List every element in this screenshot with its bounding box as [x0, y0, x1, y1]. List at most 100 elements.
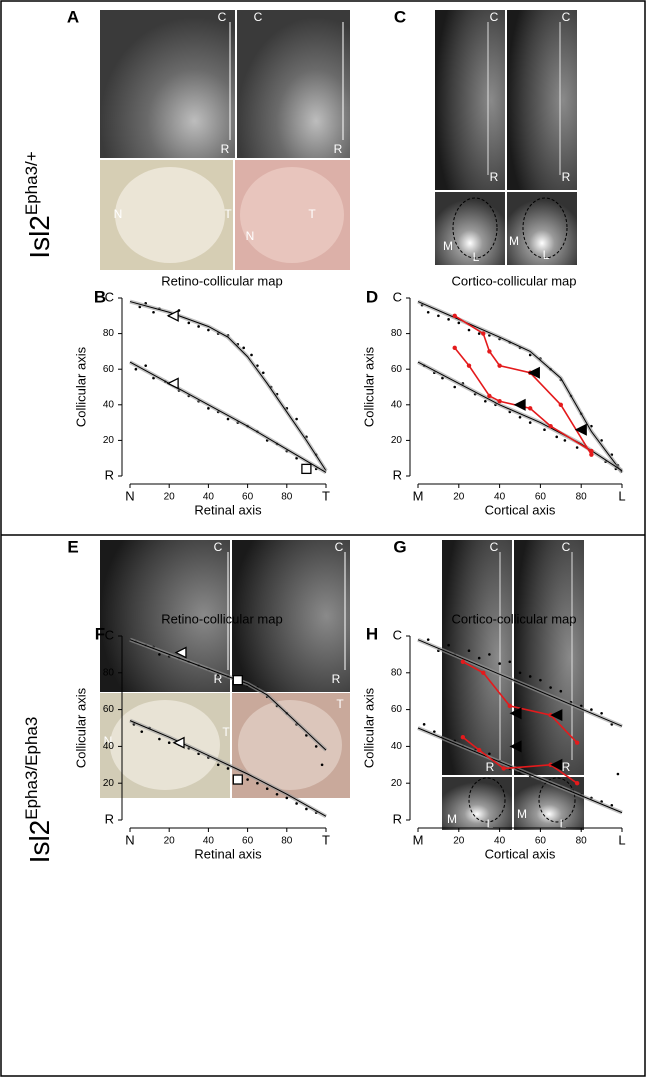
data-point	[498, 662, 501, 665]
data-point	[207, 407, 210, 410]
data-point	[528, 675, 532, 678]
x-tick-label: L	[618, 832, 625, 847]
image-label: R	[214, 672, 223, 686]
y-tick-label: 60	[391, 704, 403, 715]
data-point	[616, 772, 620, 776]
image	[237, 10, 350, 158]
allele: Epha3/+	[22, 151, 41, 215]
image-label: R	[334, 142, 343, 156]
image-label: T	[224, 207, 232, 221]
data-point	[453, 385, 457, 389]
map-point	[487, 393, 492, 399]
y-axis-label: Collicular axis	[361, 687, 376, 768]
data-point	[518, 671, 522, 675]
data-point	[477, 656, 481, 660]
map-point	[466, 363, 472, 368]
panel-letter: F	[95, 624, 105, 643]
panel-letter: C	[394, 7, 406, 26]
marker	[166, 377, 179, 390]
image-label: C	[562, 540, 571, 554]
outline	[468, 777, 506, 823]
image	[232, 540, 350, 692]
x-tick-label: 20	[164, 836, 176, 847]
x-axis-label: Cortical axis	[485, 502, 556, 517]
data-point	[508, 660, 512, 664]
map-point	[574, 781, 580, 786]
image-label: M	[443, 239, 453, 253]
marker	[232, 675, 243, 686]
data-point	[197, 325, 200, 328]
x-tick-label: N	[125, 832, 134, 847]
data-point	[320, 763, 324, 767]
data-point	[559, 689, 563, 693]
image-label: T	[308, 207, 316, 221]
marker	[301, 463, 312, 475]
fit-line	[129, 720, 327, 817]
marker	[172, 736, 185, 749]
x-tick-label: 20	[164, 492, 176, 503]
y-tick-label: C	[393, 289, 402, 304]
data-point	[610, 803, 614, 807]
data-point	[256, 781, 259, 785]
x-tick-label: M	[413, 832, 424, 847]
data-point	[575, 446, 579, 449]
data-point	[261, 371, 265, 375]
data-point	[467, 649, 471, 653]
image	[514, 777, 584, 830]
image	[507, 10, 577, 190]
panel-letter: E	[67, 537, 78, 556]
data-point	[305, 807, 308, 811]
image	[435, 192, 505, 265]
marker	[232, 774, 243, 785]
data-point	[140, 730, 144, 733]
data-point	[433, 730, 436, 733]
image-label: C	[218, 10, 227, 24]
y-tick-label: 20	[103, 778, 115, 789]
data-point	[555, 435, 559, 439]
data-point	[447, 318, 450, 321]
x-tick-label: 60	[242, 492, 254, 503]
x-tick-label: 80	[576, 836, 588, 847]
y-axis-label: Collicular axis	[73, 346, 88, 427]
x-tick-label: M	[413, 488, 424, 503]
data-point	[543, 428, 546, 432]
data-point	[152, 310, 155, 314]
x-axis-label: Retinal axis	[194, 846, 262, 861]
allele: Epha3/Epha3	[22, 717, 41, 820]
data-point	[275, 792, 279, 796]
y-tick-label: 40	[391, 399, 403, 410]
image	[507, 192, 577, 265]
image-label: L	[543, 248, 550, 262]
data-point	[600, 711, 603, 715]
map-point	[574, 740, 580, 745]
fit-line	[417, 301, 623, 473]
data-point	[488, 653, 491, 656]
data-point	[590, 708, 593, 711]
retina	[240, 167, 344, 263]
map-point	[589, 452, 594, 457]
data-point	[457, 321, 461, 325]
genotype-label: Isl2Epha3/+	[22, 151, 55, 258]
gene: Isl2	[24, 820, 55, 864]
panel-letter: A	[67, 7, 79, 26]
x-tick-label: 60	[242, 836, 254, 847]
x-axis-label: Cortical axis	[485, 846, 556, 861]
data-point	[484, 399, 487, 403]
image-label: R	[562, 170, 571, 184]
data-point	[295, 802, 298, 805]
y-tick-label: R	[105, 811, 114, 826]
x-tick-label: 20	[453, 492, 465, 503]
x-tick-label: 40	[494, 492, 506, 503]
y-tick-label: 20	[391, 435, 403, 446]
outline	[522, 197, 568, 259]
image-label: C	[562, 10, 571, 24]
y-tick-label: 60	[103, 364, 115, 375]
image	[100, 10, 235, 158]
map-point	[477, 747, 482, 753]
data-point	[422, 723, 426, 726]
chart-title: Retino-collicular map	[161, 273, 282, 288]
chart-title: Retino-collicular map	[161, 611, 282, 626]
image-label: N	[114, 207, 123, 221]
y-axis-label: Collicular axis	[361, 346, 376, 427]
